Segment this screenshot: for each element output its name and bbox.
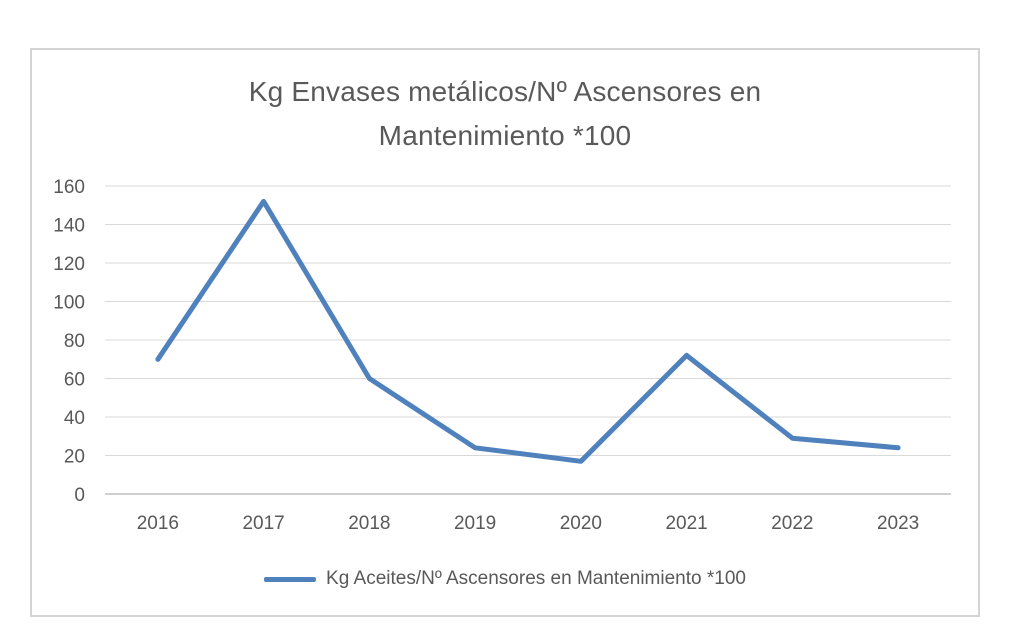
plot-area: 0 20 40 60 80 100 120 140 160 2016 2017 2018 2019 202…	[53, 177, 951, 534]
y-axis-tick-label: 20	[64, 447, 85, 468]
y-axis-tick-label: 140	[53, 216, 85, 237]
y-axis-tick-label: 160	[53, 177, 85, 198]
legend-line-marker	[264, 576, 317, 582]
x-axis-tick-label: 2021	[665, 513, 707, 534]
chart-title-line2: Mantenimiento *100	[378, 120, 632, 151]
y-axis-tick-label: 0	[74, 485, 85, 506]
x-axis-tick-label: 2018	[348, 513, 390, 534]
y-axis-tick-label: 60	[64, 370, 85, 391]
legend: Kg Aceites/Nº Ascensores en Mantenimient…	[32, 566, 978, 592]
chart-title: Kg Envases metálicos/Nº Ascensores en Ma…	[32, 70, 978, 158]
x-axis-tick-label: 2016	[137, 513, 179, 534]
y-axis-tick-label: 100	[53, 293, 85, 314]
y-axis-tick-label: 120	[53, 254, 85, 275]
legend-label: Kg Aceites/Nº Ascensores en Mantenimient…	[326, 568, 746, 589]
y-axis-tick-label: 80	[64, 331, 85, 352]
x-axis-tick-label: 2022	[771, 513, 813, 534]
chart-title-line1: Kg Envases metálicos/Nº Ascensores en	[248, 76, 762, 107]
x-axis-tick-label: 2017	[242, 513, 284, 534]
chart-frame: Kg Envases metálicos/Nº Ascensores en Ma…	[30, 48, 980, 617]
y-axis-tick-label: 40	[64, 408, 85, 429]
x-axis-tick-label: 2020	[560, 513, 602, 534]
x-axis-tick-label: 2019	[454, 513, 496, 534]
x-axis-tick-label: 2023	[877, 513, 919, 534]
data-line-series	[155, 198, 901, 464]
